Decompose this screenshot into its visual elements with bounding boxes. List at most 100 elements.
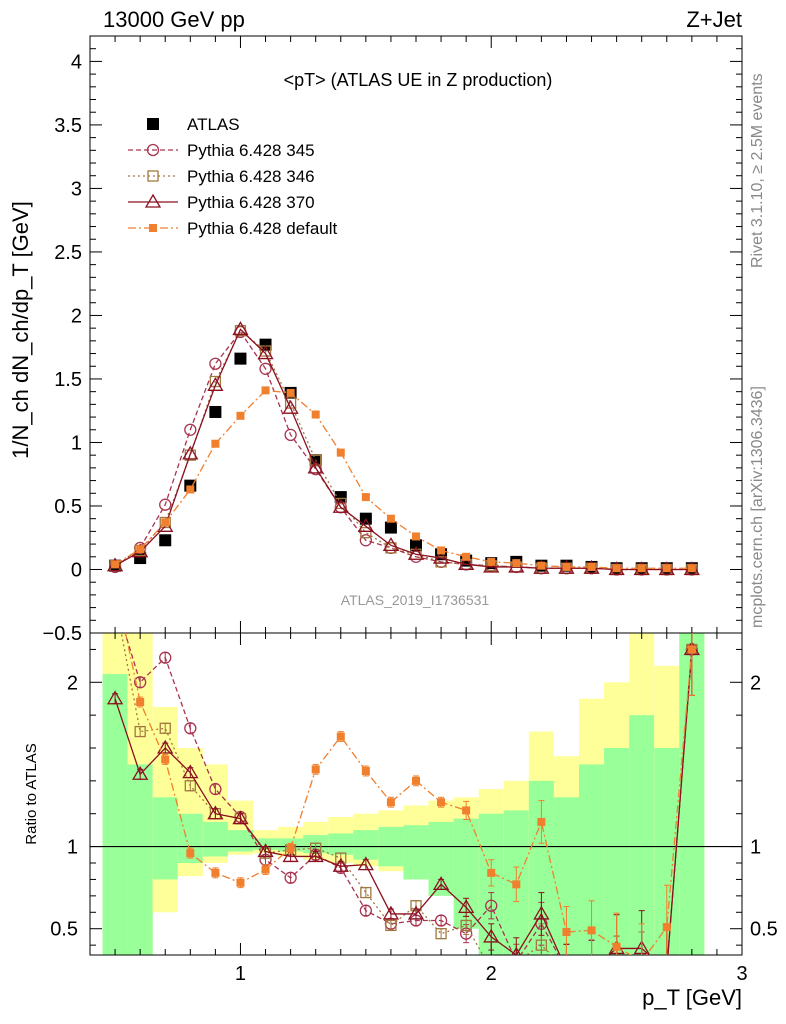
- ratio-point: [209, 782, 222, 796]
- y-tick-label: 1: [71, 432, 82, 454]
- ratio-point: [561, 965, 571, 975]
- data-point: [232, 321, 249, 336]
- ratio-point: [257, 843, 274, 858]
- legend-label: Pythia 6.428 default: [187, 219, 338, 238]
- data-point: [209, 405, 222, 418]
- ratio-point: [661, 964, 672, 975]
- data-point: [236, 411, 245, 420]
- ratio-point: [512, 880, 521, 889]
- ratio-point: [282, 848, 299, 863]
- ratio-point: [307, 848, 324, 863]
- ratio-point: [511, 957, 521, 967]
- ratio-point: [483, 928, 500, 943]
- y-tick-label: 3.5: [54, 115, 82, 137]
- data-point: [332, 498, 349, 513]
- data-point: [562, 562, 571, 571]
- ratio-point: [586, 964, 597, 975]
- data-point: [437, 546, 446, 555]
- ratio-point: [336, 732, 345, 741]
- series-2: [109, 325, 698, 576]
- ratio-point: [458, 899, 475, 914]
- ratio-point: [110, 595, 120, 605]
- ratio-point: [660, 963, 674, 975]
- data-point: [587, 562, 596, 571]
- ratio-point: [561, 964, 572, 975]
- y-axis-label: 1/N_ch dN_ch/dp_T [GeV]: [8, 201, 33, 459]
- x-tick-label: 3: [736, 963, 747, 985]
- data-point: [261, 386, 270, 395]
- y-tick-label: 2.5: [54, 242, 82, 264]
- uncertainty-bands: [102, 633, 705, 955]
- ratio-point: [134, 676, 147, 689]
- ratio-point: [359, 904, 372, 917]
- y-tick-label: 3: [71, 178, 82, 200]
- ratio-point: [585, 963, 599, 975]
- ratio-point: [407, 905, 425, 920]
- ratio-point: [261, 865, 270, 874]
- header-left: 13000 GeV pp: [103, 7, 245, 32]
- plot-title: <pT> (ATLAS UE in Z production): [284, 70, 553, 90]
- data-point: [386, 514, 395, 523]
- ratio-point: [106, 690, 124, 705]
- ratio-point: [111, 580, 119, 588]
- data-point: [257, 345, 274, 360]
- ratio-series: [106, 580, 700, 975]
- data-point: [111, 560, 120, 569]
- series-line: [114, 389, 692, 569]
- main-panel: −0.5 0 0.5 1 1.5 2 2.5 3 3.5 4 ATLAS Pythia 6.428 3…: [43, 35, 743, 645]
- ratio-point: [382, 905, 400, 920]
- data-point: [211, 439, 220, 448]
- ratio-panel: 1 2 30.5 0.51 12 2: [50, 580, 778, 985]
- data-point: [335, 497, 347, 510]
- ratio-line: [124, 633, 693, 955]
- y-tick-label: 1.5: [54, 369, 82, 391]
- legend-marker: [147, 118, 159, 130]
- series-line: [114, 329, 692, 571]
- ratio-point: [211, 868, 220, 877]
- ratio-point: [311, 765, 320, 774]
- analysis-id: ATLAS_2019_I1736531: [341, 592, 490, 608]
- ratio-point: [332, 857, 349, 872]
- data-point: [360, 527, 372, 539]
- data-point: [186, 485, 195, 494]
- ratio-y-axis-label: Ratio to ATLAS: [23, 743, 40, 844]
- data-point: [282, 399, 299, 414]
- series-0: [109, 338, 698, 575]
- ratio-point: [184, 780, 196, 792]
- band-green: [202, 821, 228, 857]
- data-point: [458, 556, 475, 571]
- data-point: [159, 516, 171, 529]
- legend: ATLAS Pythia 6.428 345 Pythia 6.428 346 Pyt…: [128, 115, 338, 238]
- band-green: [127, 764, 153, 955]
- legend-marker: [147, 170, 159, 182]
- series-line: [114, 328, 692, 571]
- data-point: [537, 561, 546, 570]
- ratio-point: [662, 923, 671, 932]
- legend-label: Pythia 6.428 345: [187, 141, 315, 160]
- series-4: [111, 386, 696, 573]
- legend-label: ATLAS: [187, 115, 240, 134]
- band-green: [227, 830, 253, 852]
- data-point: [159, 498, 172, 511]
- ratio-y-tick-label: 1: [67, 837, 78, 859]
- data-point: [259, 362, 272, 375]
- band-green: [353, 830, 379, 860]
- data-point: [307, 459, 324, 474]
- data-point: [334, 491, 347, 504]
- data-point: [435, 556, 447, 568]
- series-line: [114, 330, 692, 571]
- y-tick-label: −0.5: [43, 623, 82, 645]
- legend-marker: [149, 224, 157, 232]
- ratio-point: [437, 798, 446, 807]
- ratio-point: [186, 849, 195, 858]
- data-point: [310, 454, 322, 466]
- legend-marker: [146, 143, 160, 157]
- ratio-point: [136, 698, 145, 706]
- ratio-point: [612, 965, 622, 975]
- data-point: [462, 552, 471, 561]
- data-point: [311, 410, 320, 419]
- ratio-point: [638, 958, 646, 966]
- ratio-point: [360, 886, 372, 899]
- data-point: [161, 518, 170, 527]
- ratio-point: [132, 765, 149, 780]
